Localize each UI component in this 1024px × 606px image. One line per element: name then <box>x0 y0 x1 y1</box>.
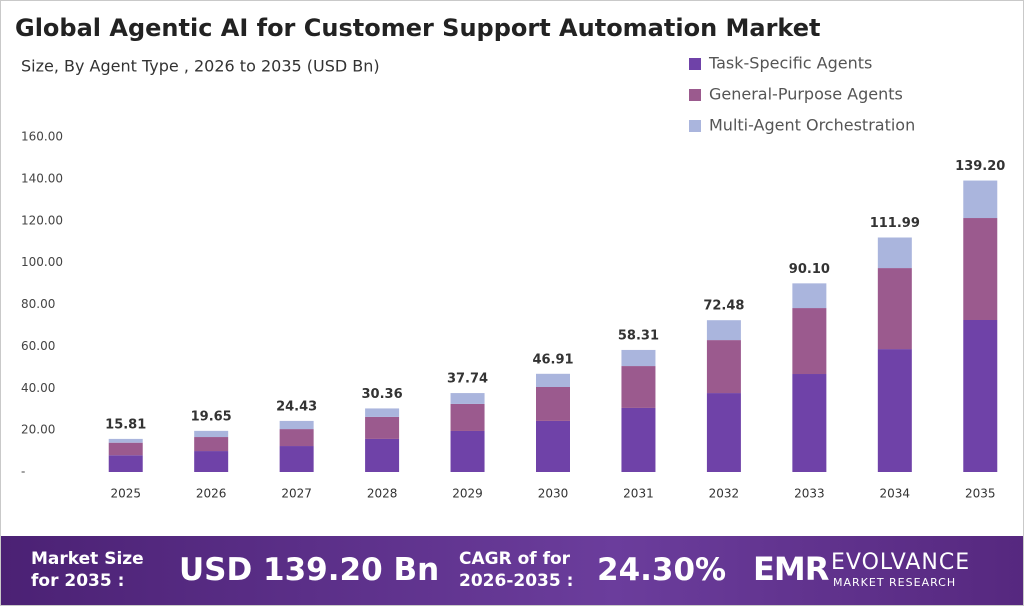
bar-segment <box>536 420 570 472</box>
bar-segment <box>194 451 229 472</box>
total-label: 111.99 <box>870 216 920 231</box>
bar-segment <box>877 268 912 350</box>
cagr-value: 24.30% <box>597 552 727 588</box>
bar-segment <box>536 386 570 421</box>
bar-segment <box>279 420 314 430</box>
x-tick-label: 2025 <box>110 487 141 501</box>
footer-banner: Market Size for 2035 : USD 139.20 Bn CAG… <box>1 536 1023 605</box>
total-label: 37.74 <box>447 372 488 387</box>
y-tick-label: 160.00 <box>21 130 63 144</box>
x-tick-label: 2030 <box>538 487 569 501</box>
x-tick-label: 2031 <box>623 487 654 501</box>
bar-segment <box>279 429 314 447</box>
x-tick-label: 2029 <box>452 487 483 501</box>
bar-segment <box>963 180 998 219</box>
bar-segment <box>450 430 485 472</box>
market-label: Market Size for 2035 : <box>31 549 144 591</box>
bar-segment <box>706 320 741 341</box>
total-label: 58.31 <box>618 328 659 343</box>
total-label: 72.48 <box>703 299 744 314</box>
bar-segment <box>108 455 143 472</box>
y-tick-label: - <box>21 465 25 479</box>
bar-segment <box>365 408 400 417</box>
bar-segment <box>621 366 656 408</box>
bar-segment <box>450 403 485 431</box>
y-tick-label: 100.00 <box>21 255 63 269</box>
legend-label: General-Purpose Agents <box>709 85 903 104</box>
bar-segment <box>108 438 143 443</box>
x-tick-label: 2026 <box>196 487 227 501</box>
legend-swatch <box>689 58 701 70</box>
x-tick-label: 2034 <box>880 487 911 501</box>
bar-segment <box>963 319 998 472</box>
x-tick-label: 2032 <box>709 487 740 501</box>
logo-tag: MARKET RESEARCH <box>833 576 957 589</box>
total-label: 19.65 <box>191 409 232 424</box>
bar-segment <box>194 430 229 438</box>
total-label: 90.10 <box>789 262 830 277</box>
legend-label: Multi-Agent Orchestration <box>709 116 915 135</box>
chart-subtitle: Size, By Agent Type , 2026 to 2035 (USD … <box>21 57 380 76</box>
bar-segment <box>108 442 143 456</box>
x-tick-label: 2027 <box>281 487 312 501</box>
y-tick-label: 120.00 <box>21 213 63 227</box>
chart-title: Global Agentic AI for Customer Support A… <box>15 14 821 42</box>
legend-swatch <box>689 89 701 101</box>
total-label: 139.20 <box>955 159 1005 174</box>
total-label: 46.91 <box>532 352 573 367</box>
chart: Global Agentic AI for Customer Support A… <box>15 14 1005 501</box>
total-label: 15.81 <box>105 417 146 432</box>
total-label: 30.36 <box>362 387 403 402</box>
y-tick-label: 20.00 <box>21 423 55 437</box>
bar-segment <box>621 407 656 472</box>
total-label: 24.43 <box>276 399 317 414</box>
bar-segment <box>365 438 400 472</box>
bar-segment <box>877 349 912 472</box>
bar-segment <box>536 373 570 387</box>
bar-segment <box>706 393 741 472</box>
legend-label: Task-Specific Agents <box>708 54 872 73</box>
cagr-label: CAGR of for 2026-2035 : <box>459 549 574 591</box>
y-tick-label: 140.00 <box>21 171 63 185</box>
bar-segment <box>365 416 400 439</box>
bar-segment <box>792 374 827 472</box>
bar-segment <box>621 349 656 367</box>
x-tick-label: 2028 <box>367 487 398 501</box>
bar-segment <box>279 446 314 472</box>
bar-segment <box>792 308 827 375</box>
legend-swatch <box>689 120 701 132</box>
y-tick-label: 60.00 <box>21 339 55 353</box>
bar-segment <box>963 218 998 320</box>
logo-mark: EMR <box>753 550 829 588</box>
bar-segment <box>877 237 912 269</box>
logo-name: EVOLVANCE <box>831 550 971 575</box>
bar-segment <box>792 283 827 309</box>
y-tick-label: 40.00 <box>21 381 55 395</box>
x-tick-label: 2033 <box>794 487 825 501</box>
bar-segment <box>706 340 741 394</box>
x-tick-label: 2035 <box>965 487 996 501</box>
bar-segment <box>194 437 229 452</box>
bar-segment <box>450 393 485 404</box>
y-tick-label: 80.00 <box>21 297 55 311</box>
market-value: USD 139.20 Bn <box>179 552 440 588</box>
